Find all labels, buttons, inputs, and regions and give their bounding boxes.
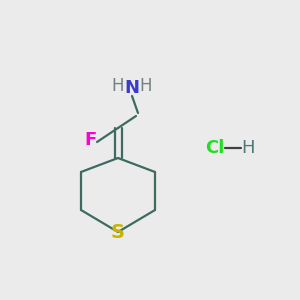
Text: F: F: [85, 131, 97, 149]
Text: H: H: [140, 77, 152, 95]
Text: Cl: Cl: [205, 139, 225, 157]
Text: S: S: [111, 223, 125, 242]
Text: H: H: [241, 139, 255, 157]
Text: H: H: [112, 77, 124, 95]
Text: N: N: [124, 79, 140, 97]
